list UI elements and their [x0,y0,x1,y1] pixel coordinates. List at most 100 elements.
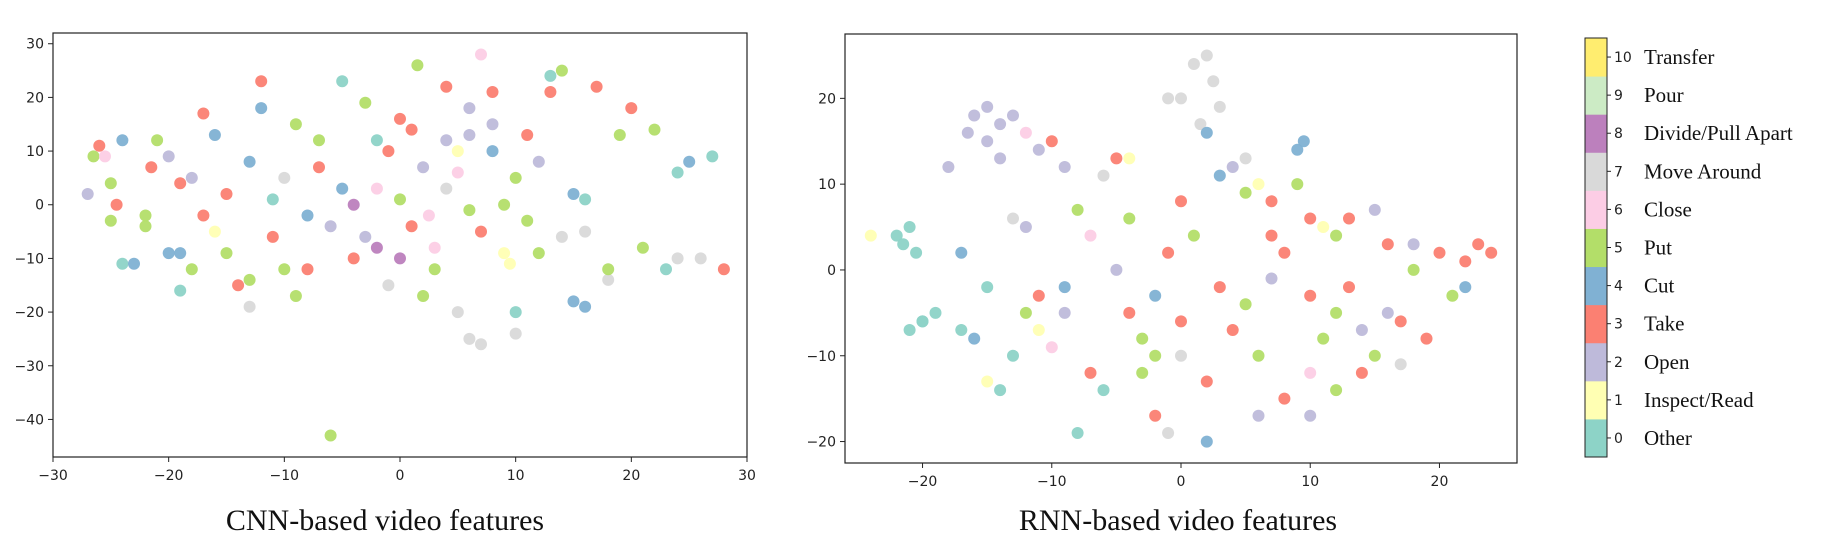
rnn-point [1175,349,1187,362]
colorbar-class-label: Open [1644,350,1690,374]
cnn-point [498,247,511,260]
cnn-point [660,263,672,276]
cnn-y-tick-label: 20 [26,90,44,106]
cnn-x-tick-label: 0 [396,468,405,484]
rnn-point [1071,427,1084,439]
rnn-point [1123,152,1136,165]
cnn-point [278,171,291,184]
rnn-point [1278,392,1291,405]
cnn-point [440,182,453,195]
cnn-point [463,332,476,345]
rnn-point [1394,315,1407,328]
rnn-point [1213,169,1226,182]
cnn-point [648,123,661,136]
rnn-point [1162,427,1175,439]
rnn-point [890,229,903,242]
cnn-point [532,247,545,260]
rnn-point [1058,306,1071,319]
rnn-point [1032,143,1045,156]
cnn-point [451,145,464,158]
colorbar-swatch [1585,304,1607,344]
rnn-point [968,109,981,122]
rnn-point [1226,161,1239,173]
cnn-point [197,209,210,222]
cnn-point [422,209,435,222]
cnn-point [99,150,111,163]
cnn-point [110,198,123,211]
cnn-y-tick-label: −40 [14,412,44,428]
rnn-point [1213,100,1226,113]
rnn-point [1097,384,1110,397]
cnn-y-tick-label: 10 [26,144,44,160]
rnn-point [1084,229,1097,242]
cnn-point [521,129,534,141]
rnn-point [1071,203,1084,216]
cnn-y-tick-label: −20 [14,305,44,321]
cnn-point [671,166,684,179]
cnn-point [220,247,233,260]
rnn-point [1019,126,1032,139]
cnn-point [451,306,464,319]
rnn-point [1149,409,1162,422]
cnn-point [417,161,430,174]
rnn-point [1007,349,1019,362]
cnn-y-tick-label: 30 [26,37,44,53]
cnn-point [104,177,117,190]
rnn-point [1019,306,1032,319]
rnn-y-tick-label: 0 [827,263,836,279]
colorbar-tick-label: 10 [1614,50,1632,66]
cnn-point [324,429,337,442]
rnn-point [864,229,877,242]
colorbar-class-label: Inspect/Read [1644,388,1754,412]
colorbar-tick-label: 7 [1614,164,1623,180]
rnn-point [1304,289,1317,302]
colorbar-class-label: Transfer [1644,45,1714,69]
rnn-point [1291,143,1304,156]
rnn-point [1433,246,1446,259]
cnn-point [87,150,100,163]
colorbar-tick-label: 5 [1614,241,1623,257]
cnn-point [197,107,210,120]
rnn-x-tick-label: 20 [1431,474,1449,490]
cnn-point [532,155,545,168]
rnn-point [1278,246,1291,259]
cnn-x-tick-label: −10 [270,468,300,484]
colorbar-legend: 0 Other 1 Inspect/Read 2 Open 3 Take 4 Cut 5 Put 6 Cl… [1584,37,1793,458]
colorbar-class-label: Put [1644,236,1672,260]
cnn-point [208,129,221,141]
cnn-point [347,252,360,265]
colorbar-class-label: Other [1644,426,1692,450]
cnn-point [370,182,383,195]
cnn-point [509,306,522,319]
rnn-point [1007,212,1019,225]
cnn-point [370,241,383,254]
colorbar-tick-label: 6 [1614,202,1623,218]
rnn-point [1149,289,1162,302]
rnn-point [1136,366,1149,379]
rnn-point [1252,349,1265,362]
rnn-point [1252,409,1265,422]
rnn-point [910,246,923,259]
rnn-point [1187,58,1200,70]
rnn-point [994,152,1007,165]
cnn-point [555,64,568,77]
rnn-point [1207,75,1220,88]
cnn-point [683,155,696,168]
rnn-scatter-panel: −20 −10 0 10 20 −20 −10 0 10 20 [806,33,1518,490]
rnn-point [961,126,974,139]
cnn-x-tick-label: 20 [622,468,640,484]
rnn-point [1084,366,1097,379]
rnn-point [1381,238,1394,251]
rnn-point [1175,195,1187,208]
cnn-point [162,247,175,260]
cnn-y-tick-label: −10 [14,251,44,267]
cnn-point [324,220,337,233]
rnn-point [1330,306,1343,319]
cnn-point [428,241,441,254]
cnn-scatter-panel: −30 −20 −10 0 10 20 30 −40 −30 −20 −10 0 10 20 30 [14,32,756,484]
cnn-point [451,166,464,179]
rnn-y-tick-label: −10 [806,349,836,365]
rnn-point [1007,109,1019,122]
cnn-point [174,247,187,260]
